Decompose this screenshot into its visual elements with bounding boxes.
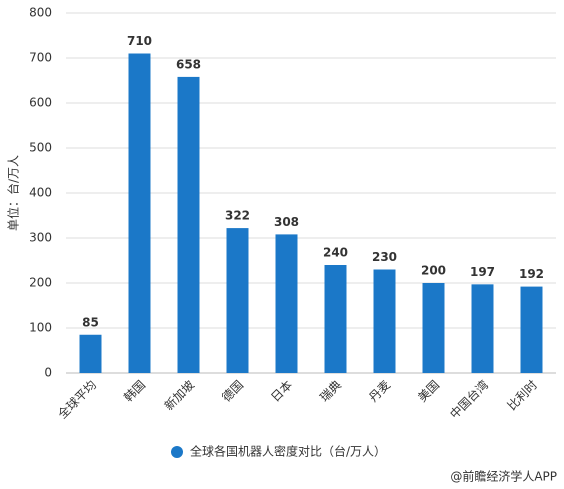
value-label: 192 (519, 267, 544, 281)
x-tick-label: 丹麦 (366, 378, 393, 405)
source: @前瞻经济学人APP (450, 469, 557, 484)
value-label: 710 (127, 34, 152, 48)
bar (373, 269, 396, 373)
x-tick-label: 日本 (268, 378, 295, 405)
bar (226, 228, 249, 373)
value-label: 322 (225, 209, 250, 223)
value-label: 308 (274, 215, 299, 229)
bar (471, 284, 494, 373)
legend-label: 全球各国机器人密度对比（台/万人） (190, 444, 386, 459)
bar (128, 53, 151, 373)
bar (324, 265, 347, 373)
bar (177, 76, 200, 374)
y-tick-label: 400 (29, 186, 52, 200)
x-tick-label: 全球平均 (55, 377, 100, 422)
y-tick-label: 200 (29, 276, 52, 290)
y-axis-label: 单位：台/万人 (6, 155, 21, 231)
value-label: 240 (323, 246, 348, 260)
x-tick-label: 新加坡 (161, 377, 197, 413)
bar (275, 234, 298, 373)
y-tick-label: 100 (29, 321, 52, 335)
x-tick-label: 德国 (219, 377, 247, 405)
y-tick-label: 800 (29, 6, 52, 20)
bar (422, 283, 445, 373)
legend-marker (171, 446, 183, 458)
value-label: 197 (470, 265, 495, 279)
x-tick-label: 比利时 (505, 378, 540, 413)
y-tick-label: 600 (29, 96, 52, 110)
x-tick-label: 韩国 (121, 377, 149, 405)
x-tick-label: 瑞典 (317, 378, 344, 405)
value-label: 85 (82, 315, 99, 329)
y-tick-label: 0 (44, 366, 52, 380)
bar (79, 334, 102, 373)
value-label: 230 (372, 250, 397, 264)
x-tick-label: 美国 (415, 378, 442, 405)
value-label: 200 (421, 264, 446, 278)
x-tick-label: 中国台湾 (447, 377, 492, 422)
y-tick-label: 700 (29, 51, 52, 65)
bar (520, 286, 543, 373)
y-tick-label: 300 (29, 231, 52, 245)
y-tick-label: 500 (29, 141, 52, 155)
value-label: 658 (176, 57, 201, 71)
